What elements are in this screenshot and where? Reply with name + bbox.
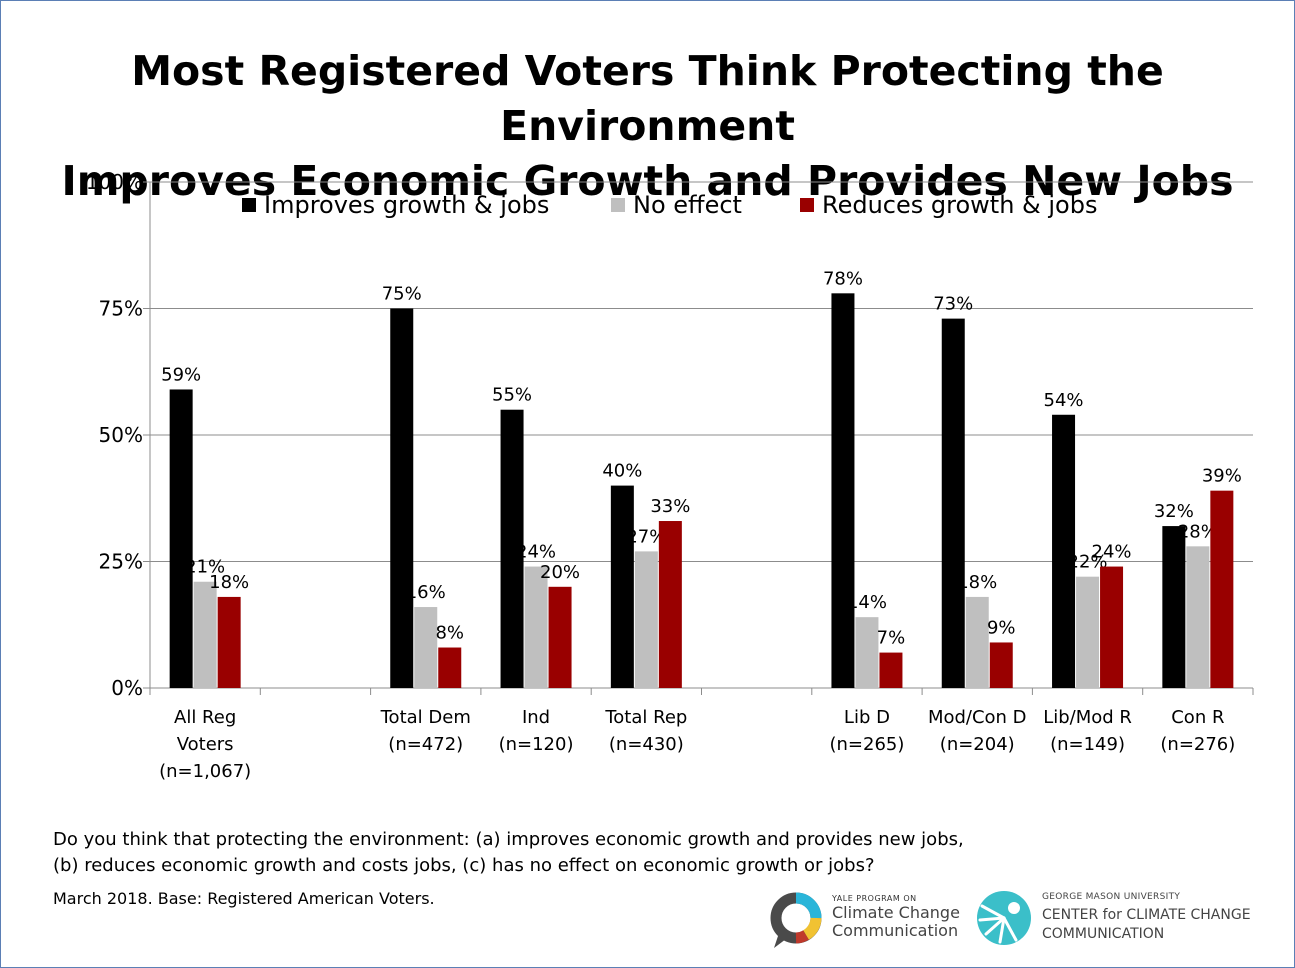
data-label: 22% <box>1068 552 1108 573</box>
category-label: Total Dem <box>380 707 471 728</box>
bar <box>989 642 1013 688</box>
y-tick-label: 75% <box>99 297 143 321</box>
y-tick-label: 50% <box>99 423 143 447</box>
gmu-logo-name: CENTER for CLIMATE CHANGE COMMUNICATION <box>1042 906 1251 944</box>
bar <box>879 652 903 688</box>
category-label: (n=120) <box>499 734 574 755</box>
y-tick-label: 25% <box>99 550 143 574</box>
bar <box>193 581 217 688</box>
data-label: 8% <box>435 623 464 644</box>
chart-title-line-2: Improves Economic Growth and Provides Ne… <box>61 157 1234 205</box>
yale-logo-small-text: YALE PROGRAM ON <box>832 894 917 903</box>
bar <box>169 389 193 688</box>
category-label: Ind <box>522 707 550 728</box>
survey-question-line-1: Do you think that protecting the environ… <box>53 829 964 850</box>
data-label: 24% <box>516 542 556 563</box>
category-label: All Reg <box>174 707 236 728</box>
bar <box>1210 490 1234 688</box>
data-label: 9% <box>987 617 1016 638</box>
category-label: Mod/Con D <box>928 707 1027 728</box>
survey-question-line-2: (b) reduces economic growth and costs jo… <box>53 855 875 876</box>
data-label: 20% <box>540 562 580 583</box>
bar <box>855 617 879 688</box>
chart-title-line-1: Most Registered Voters Think Protecting … <box>131 47 1164 150</box>
sunburst-icon <box>977 891 1031 945</box>
bar <box>1100 566 1124 688</box>
data-label: 54% <box>1044 390 1084 411</box>
bar <box>610 485 634 688</box>
data-label: 40% <box>602 461 642 482</box>
data-label: 78% <box>823 268 863 289</box>
category-label: Total Rep <box>604 707 687 728</box>
bar <box>941 318 965 688</box>
bar <box>438 647 462 688</box>
data-label: 27% <box>626 526 666 547</box>
yale-logo-name: Climate Change Communication <box>832 904 960 940</box>
category-label: (n=204) <box>940 734 1015 755</box>
category-label: (n=472) <box>388 734 463 755</box>
category-label: Con R <box>1171 707 1224 728</box>
gmu-climate-logo: GEORGE MASON UNIVERSITY CENTER for CLIMA… <box>972 886 1262 950</box>
y-tick-label: 0% <box>111 676 143 700</box>
category-label: (n=430) <box>609 734 684 755</box>
bar <box>217 596 241 688</box>
survey-question: Do you think that protecting the environ… <box>53 827 964 879</box>
legend-swatch <box>242 198 256 212</box>
yale-climate-logo: YALE PROGRAM ON Climate Change Communica… <box>766 890 966 952</box>
legend-label: Reduces growth & jobs <box>822 191 1097 219</box>
data-label: 55% <box>492 385 532 406</box>
category-label: (n=276) <box>1160 734 1235 755</box>
data-label: 75% <box>382 284 422 305</box>
gmu-logo-small-text: GEORGE MASON UNIVERSITY <box>1042 892 1181 902</box>
bar <box>414 607 438 688</box>
legend-label: Improves growth & jobs <box>264 191 549 219</box>
data-label: 33% <box>650 496 690 517</box>
data-label: 18% <box>209 572 249 593</box>
category-label: (n=149) <box>1050 734 1125 755</box>
data-label: 39% <box>1202 466 1242 487</box>
legend-swatch <box>611 198 625 212</box>
bar <box>1052 414 1076 688</box>
bar <box>1186 546 1210 688</box>
data-label: 28% <box>1178 521 1218 542</box>
gmu-logo-line-2: COMMUNICATION <box>1042 926 1165 942</box>
data-label: 73% <box>933 294 973 315</box>
category-label: Lib/Mod R <box>1043 707 1132 728</box>
bar <box>658 521 682 688</box>
bar <box>965 596 989 688</box>
source-note: March 2018. Base: Registered American Vo… <box>53 889 435 908</box>
bar <box>500 409 524 688</box>
bar <box>390 308 414 688</box>
data-label: 24% <box>1092 542 1132 563</box>
bar <box>548 586 572 688</box>
bar <box>831 293 855 688</box>
data-label: 16% <box>406 582 446 603</box>
category-label: (n=265) <box>829 734 904 755</box>
category-label: (n=1,067) <box>159 761 251 782</box>
category-label: Voters <box>177 734 234 755</box>
data-label: 18% <box>957 572 997 593</box>
bar <box>524 566 548 688</box>
data-label: 14% <box>847 592 887 613</box>
data-label: 59% <box>161 364 201 385</box>
data-label: 7% <box>877 628 906 649</box>
bar <box>1076 576 1100 688</box>
legend-swatch <box>800 198 814 212</box>
bar <box>634 551 658 688</box>
yale-logo-line-1: Climate Change <box>832 903 960 922</box>
y-tick-label: 100% <box>86 170 143 194</box>
yale-logo-line-2: Communication <box>832 921 959 940</box>
speech-ring-icon <box>770 892 822 948</box>
legend-label: No effect <box>633 191 742 219</box>
category-label: Lib D <box>844 707 890 728</box>
chart-title: Most Registered Voters Think Protecting … <box>0 44 1295 209</box>
data-label: 32% <box>1154 501 1194 522</box>
bar <box>1162 526 1186 688</box>
gmu-logo-line-1: CENTER for CLIMATE CHANGE <box>1042 907 1251 923</box>
data-label: 21% <box>185 557 225 578</box>
